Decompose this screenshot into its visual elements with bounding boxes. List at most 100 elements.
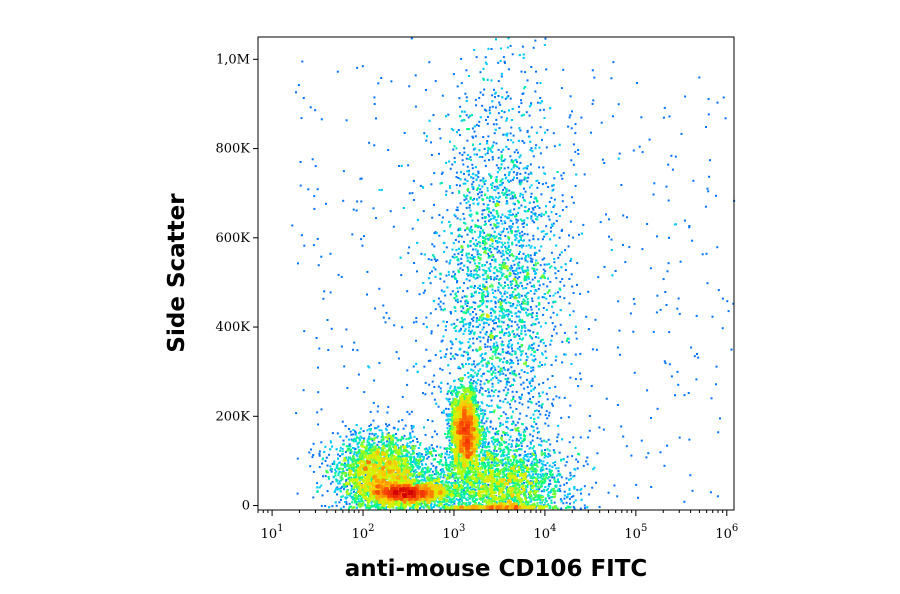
event-point — [529, 452, 532, 455]
event-point — [377, 446, 380, 449]
event-point — [475, 374, 478, 376]
event-point — [491, 382, 494, 385]
event-point — [406, 461, 409, 464]
event-point — [412, 365, 415, 368]
event-point — [484, 317, 487, 320]
event-point — [482, 290, 485, 293]
event-point — [511, 481, 514, 484]
event-point — [366, 441, 369, 444]
event-point — [556, 474, 558, 477]
event-point — [434, 275, 437, 278]
event-point — [499, 59, 502, 62]
event-point — [548, 497, 551, 500]
event-point — [466, 139, 469, 142]
event-point — [423, 473, 426, 476]
event-point — [449, 413, 452, 416]
event-point — [573, 475, 576, 477]
event-point — [506, 486, 509, 489]
event-point — [437, 405, 440, 408]
event-point — [384, 445, 387, 447]
event-point — [386, 443, 388, 446]
event-point — [506, 96, 509, 99]
event-point — [457, 402, 460, 405]
event-point — [465, 202, 468, 204]
event-point — [553, 234, 556, 237]
event-point — [519, 437, 522, 440]
event-point — [487, 220, 490, 223]
event-point — [493, 319, 496, 321]
event-point — [381, 443, 384, 446]
event-point — [511, 269, 514, 272]
event-point — [467, 357, 470, 360]
event-point — [541, 338, 544, 341]
event-point — [507, 216, 510, 219]
event-point — [462, 307, 465, 310]
event-point — [542, 108, 545, 111]
event-point — [449, 293, 452, 296]
event-point — [449, 187, 452, 189]
event-point — [351, 501, 354, 504]
event-point — [502, 411, 505, 414]
event-point — [522, 53, 525, 56]
event-point — [481, 264, 484, 267]
event-point — [443, 355, 446, 358]
event-point — [721, 297, 724, 300]
event-point — [436, 445, 438, 448]
event-point — [539, 126, 542, 129]
event-point — [697, 356, 700, 359]
event-point — [321, 494, 324, 497]
event-point — [384, 321, 387, 324]
event-point — [497, 395, 500, 398]
event-point — [495, 427, 497, 430]
event-point — [507, 388, 510, 391]
event-point — [574, 499, 577, 502]
event-point — [366, 270, 369, 273]
event-point — [415, 476, 417, 479]
event-point — [502, 423, 504, 426]
event-point — [471, 219, 474, 222]
event-point — [491, 497, 493, 500]
event-point — [377, 440, 380, 443]
event-point — [474, 166, 477, 169]
event-point — [545, 297, 548, 300]
event-point — [530, 442, 532, 445]
event-point — [468, 206, 471, 209]
event-point — [507, 427, 510, 430]
event-point — [464, 474, 467, 477]
event-point — [479, 421, 482, 424]
event-point — [545, 455, 547, 458]
event-point — [360, 476, 363, 479]
event-point — [553, 261, 556, 264]
event-point — [389, 210, 392, 213]
event-point — [526, 165, 529, 168]
event-point — [489, 236, 492, 238]
event-point — [482, 93, 485, 96]
event-point — [456, 279, 459, 282]
event-point — [511, 108, 514, 110]
event-point — [409, 447, 412, 449]
event-point — [470, 368, 473, 371]
event-point — [300, 117, 303, 120]
event-point — [684, 95, 687, 98]
event-point — [526, 314, 529, 317]
event-point — [663, 106, 666, 109]
event-point — [475, 408, 478, 410]
event-point — [339, 435, 342, 438]
event-point — [459, 383, 462, 386]
event-point — [533, 254, 536, 256]
event-point — [540, 501, 543, 504]
event-point — [433, 505, 436, 508]
event-point — [526, 455, 529, 458]
event-point — [349, 445, 352, 448]
event-point — [358, 494, 360, 496]
event-point — [526, 372, 529, 374]
event-point — [498, 319, 501, 322]
event-point — [464, 300, 467, 303]
event-point — [497, 379, 500, 382]
event-point — [529, 497, 532, 499]
event-point — [387, 149, 390, 151]
event-point — [410, 436, 413, 439]
event-point — [545, 356, 548, 359]
event-point — [331, 432, 334, 435]
event-point — [508, 310, 511, 313]
